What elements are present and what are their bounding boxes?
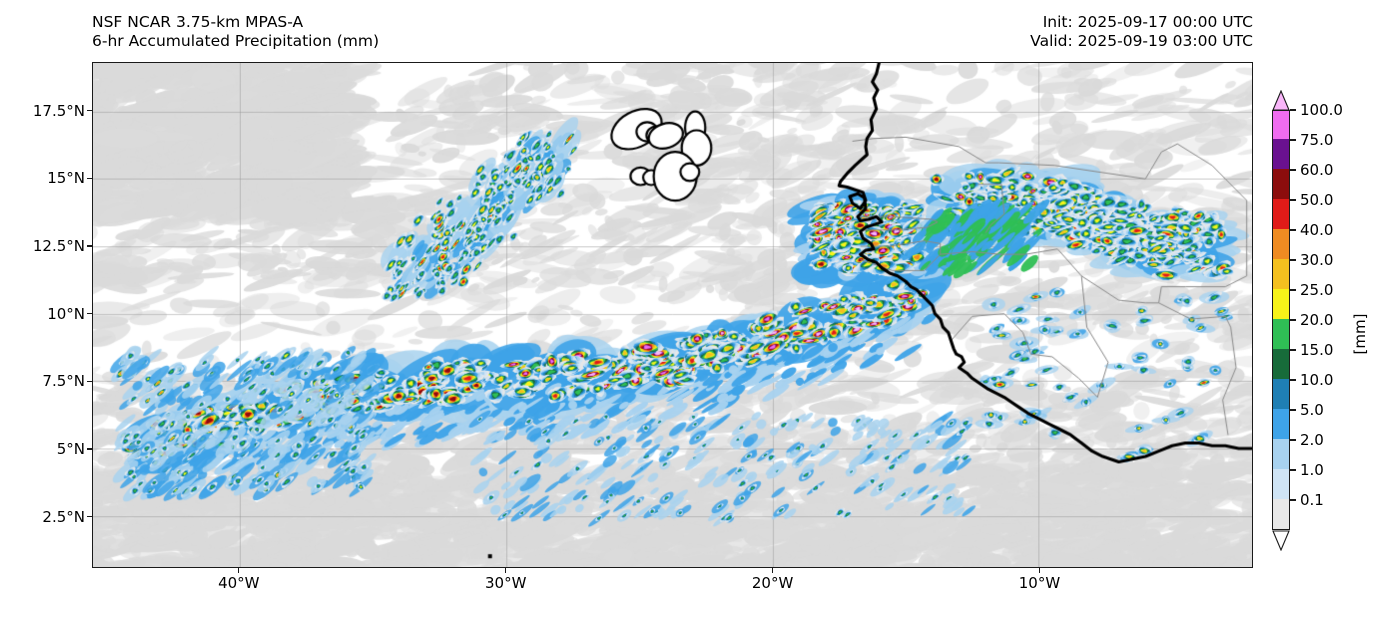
- colorbar-band: [1273, 378, 1289, 409]
- colorbar-under-arrow: [1272, 530, 1290, 551]
- longitude-tick-label: 10°W: [1018, 574, 1061, 592]
- latitude-tick-mark: [87, 245, 92, 247]
- colorbar-band: [1273, 198, 1289, 229]
- colorbar-band: [1273, 168, 1289, 199]
- longitude-tick-mark: [771, 568, 774, 573]
- colorbar-tick-mark: [1290, 169, 1296, 171]
- latitude-tick-mark: [87, 312, 92, 315]
- colorbar-band: [1273, 348, 1289, 379]
- colorbar-tick-mark: [1290, 349, 1296, 351]
- latitude-tick-label: 12.5°N: [32, 237, 85, 255]
- colorbar-tick-mark: [1290, 469, 1296, 471]
- longitude-tick-mark: [1038, 568, 1041, 573]
- colorbar-tick-label: 1.0: [1300, 461, 1324, 479]
- model-name: NSF NCAR 3.75-km MPAS-A: [92, 13, 304, 31]
- latitude-tick-label: 10°N: [47, 304, 85, 323]
- latitude-tick-label: 17.5°N: [32, 101, 85, 120]
- latitude-tick-mark: [87, 448, 92, 450]
- colorbar-tick-label: 60.0: [1300, 161, 1334, 179]
- colorbar-tick-mark: [1290, 139, 1296, 141]
- longitude-tick-label: 20°W: [751, 574, 794, 592]
- colorbar-band: [1273, 258, 1289, 289]
- colorbar-band: [1273, 111, 1289, 139]
- latitude-tick-label: 15°N: [47, 169, 85, 188]
- latitude-tick-mark: [87, 515, 92, 518]
- colorbar-gradient: [1272, 110, 1290, 530]
- colorbar-tick-label: 10.0: [1300, 371, 1334, 389]
- colorbar-band: [1273, 288, 1289, 319]
- colorbar-tick-mark: [1290, 259, 1296, 261]
- latitude-tick-label: 7.5°N: [42, 372, 85, 391]
- colorbar-tick-mark: [1290, 319, 1296, 321]
- colorbar-tick-mark: [1290, 109, 1296, 111]
- colorbar-over-arrow: [1272, 90, 1290, 111]
- colorbar-tick-mark: [1290, 229, 1296, 231]
- longitude-tick-label: 30°W: [484, 574, 527, 592]
- colorbar-band: [1273, 438, 1289, 469]
- map-plot-area: [92, 62, 1253, 568]
- colorbar-tick-label: 15.0: [1300, 341, 1334, 359]
- colorbar-tick-mark: [1290, 289, 1296, 291]
- colorbar-unit-label: [mm]: [1351, 313, 1369, 355]
- longitude-tick-mark: [238, 568, 240, 573]
- colorbar-tick-label: 0.1: [1300, 491, 1324, 509]
- colorbar: 0.1 1.0 2.0 5.0 10.0 15.0 20.0 25.0 30.0 40.0 50.0…: [1272, 90, 1343, 551]
- colorbar-tick-mark: [1290, 439, 1296, 441]
- figure-title-right: Init: 2025-09-17 00:00 UTC Valid: 2025-09…: [1030, 13, 1253, 51]
- colorbar-tick-mark: [1290, 379, 1296, 381]
- valid-time: Valid: 2025-09-19 03:00 UTC: [1030, 32, 1253, 50]
- colorbar-tick-label: 25.0: [1300, 281, 1334, 299]
- precipitation-map-canvas: [93, 63, 1252, 567]
- colorbar-band: [1273, 228, 1289, 259]
- colorbar-tick-label: 5.0: [1300, 401, 1324, 419]
- colorbar-tick-label: 75.0: [1300, 131, 1334, 149]
- colorbar-tick-label: 30.0: [1300, 251, 1334, 269]
- colorbar-tick-label: 50.0: [1300, 191, 1334, 209]
- figure-title-left: NSF NCAR 3.75-km MPAS-A 6-hr Accumulated …: [92, 13, 379, 51]
- colorbar-tick-label: 20.0: [1300, 311, 1334, 329]
- colorbar-band: [1273, 318, 1289, 349]
- latitude-tick-mark: [87, 380, 92, 382]
- longitude-tick-mark: [504, 568, 507, 573]
- colorbar-tick-mark: [1290, 499, 1296, 501]
- latitude-tick-label: 2.5°N: [42, 507, 85, 526]
- colorbar-band: [1273, 138, 1289, 169]
- latitude-tick-mark: [87, 110, 92, 112]
- colorbar-tick-mark: [1290, 409, 1296, 411]
- latitude-tick-label: 5°N: [56, 439, 85, 458]
- colorbar-band: [1273, 498, 1289, 529]
- longitude-tick-label: 40°W: [218, 574, 260, 592]
- colorbar-tick-label: 40.0: [1300, 221, 1334, 239]
- colorbar-band: [1273, 408, 1289, 439]
- init-time: Init: 2025-09-17 00:00 UTC: [1042, 13, 1253, 31]
- colorbar-tick-label: 100.0: [1300, 101, 1343, 119]
- colorbar-band: [1273, 468, 1289, 499]
- colorbar-tick-mark: [1290, 199, 1296, 201]
- colorbar-tick-label: 2.0: [1300, 431, 1324, 449]
- latitude-tick-mark: [87, 177, 92, 180]
- field-description: 6-hr Accumulated Precipitation (mm): [92, 32, 379, 50]
